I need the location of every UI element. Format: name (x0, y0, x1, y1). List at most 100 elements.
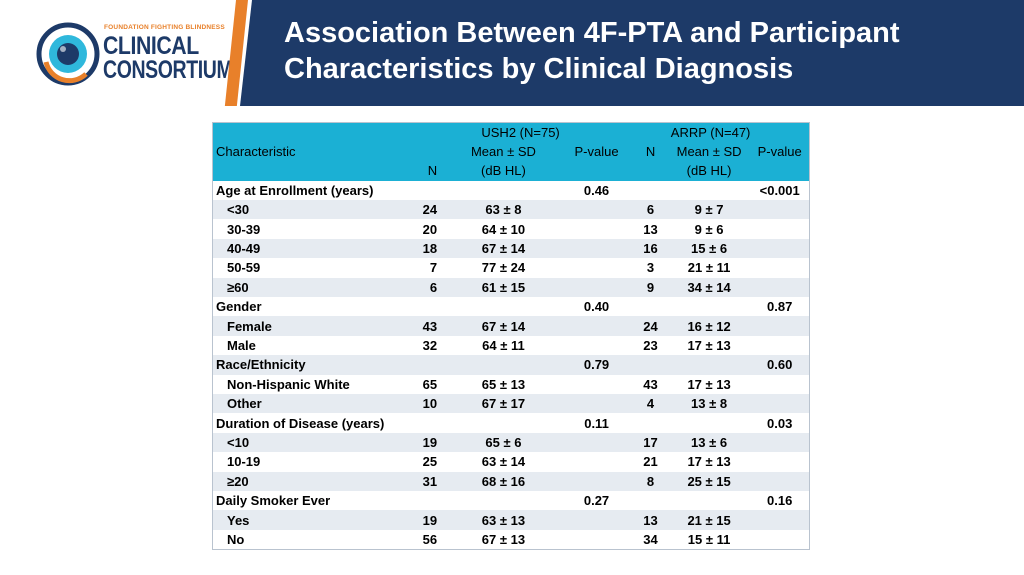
mean-sd-ush2-cell: 64 ± 11 (447, 335, 560, 356)
group-ush2-label: USH2 (N=75) (447, 122, 560, 142)
mean-sd-ush2-cell: 67 ± 17 (447, 393, 560, 414)
mean-sd-arrp-cell: 9 ± 6 (667, 219, 751, 239)
table-row: ≥20 31 68 ± 16 8 25 ± 15 (212, 471, 810, 491)
slide-title-line1: Association Between 4F-PTA and Participa… (284, 17, 900, 49)
n-ush2-cell: 31 (406, 471, 448, 491)
n-ush2-cell (406, 490, 448, 511)
table-row: Non-Hispanic White 65 65 ± 13 43 17 ± 13 (212, 374, 810, 394)
mean-sd-ush2-cell: 65 ± 13 (447, 374, 560, 394)
mean-sd-arrp-cell (667, 490, 751, 511)
mean-sd-ush2-cell: 77 ± 24 (447, 258, 560, 278)
mean-sd-arrp-cell (667, 413, 751, 433)
n-arrp-cell: 24 (633, 316, 668, 336)
mean-sd-ush2-cell (447, 297, 560, 317)
table-row: 50-59 7 77 ± 24 3 21 ± 11 (212, 258, 810, 278)
category-row: Race/Ethnicity 0.79 0.60 (212, 355, 810, 375)
table-row: 30-39 20 64 ± 10 13 9 ± 6 (212, 219, 810, 239)
n-arrp-cell: 16 (633, 238, 668, 259)
mean-sd-ush2-cell (447, 180, 560, 201)
mean-sd-ush2-cell (447, 413, 560, 433)
results-table: USH2 (N=75) ARRP (N=47) Characteristic M… (212, 122, 810, 550)
group-arrp-label: ARRP (N=47) (667, 122, 751, 142)
slide-title-line2: Characteristics by Clinical Diagnosis (284, 53, 794, 85)
pvalue-arrp-cell: 0.16 (750, 490, 810, 511)
row-label-cell: Age at Enrollment (years) (212, 180, 407, 201)
row-label-cell: <30 (212, 200, 407, 220)
pvalue-ush2-cell (559, 529, 634, 550)
mean-sd-arrp-cell: 15 ± 6 (667, 238, 751, 259)
n-arrp-cell: 13 (633, 219, 668, 239)
mean-sd-arrp-cell: 9 ± 7 (667, 200, 751, 220)
mean-sd-ush2-cell (447, 490, 560, 511)
table-row: <10 19 65 ± 6 17 13 ± 6 (212, 432, 810, 453)
n-arrp-cell: 6 (633, 200, 668, 220)
pvalue-arrp-cell (750, 335, 810, 356)
row-label-cell: <10 (212, 432, 407, 453)
pvalue-ush2-cell (559, 452, 634, 472)
pvalue-ush2-cell (559, 510, 634, 530)
pvalue-arrp-cell (750, 529, 810, 550)
header-row-group: USH2 (N=75) ARRP (N=47) (212, 122, 810, 142)
n-arrp-cell: 13 (633, 510, 668, 530)
n-ush2-cell: 19 (406, 510, 448, 530)
mean-sd-arrp-cell: 17 ± 13 (667, 374, 751, 394)
column-mean-sd-ush2: Mean ± SD (447, 141, 560, 162)
column-pvalue-arrp: P-value (750, 141, 810, 162)
mean-sd-ush2-cell: 67 ± 14 (447, 316, 560, 336)
category-row: Duration of Disease (years) 0.11 0.03 (212, 413, 810, 433)
header-row-units: N (dB HL) (dB HL) (212, 161, 810, 181)
pvalue-arrp-cell: <0.001 (750, 180, 810, 201)
pvalue-ush2-cell: 0.27 (559, 490, 634, 511)
pvalue-ush2-cell (559, 471, 634, 491)
n-ush2-cell: 32 (406, 335, 448, 356)
pvalue-arrp-cell (750, 471, 810, 491)
column-n-arrp: N (633, 141, 668, 162)
row-label-cell: ≥20 (212, 471, 407, 491)
header-row-columns: Characteristic Mean ± SD P-value N Mean … (212, 141, 810, 162)
row-label-cell: Other (212, 393, 407, 414)
mean-sd-arrp-cell (667, 180, 751, 201)
row-label-cell: 50-59 (212, 258, 407, 278)
mean-sd-ush2-cell: 61 ± 15 (447, 277, 560, 298)
mean-sd-arrp-cell: 13 ± 6 (667, 432, 751, 453)
column-n-ush2: N (406, 161, 448, 181)
category-row: Age at Enrollment (years) 0.46 <0.001 (212, 180, 810, 201)
n-ush2-cell: 10 (406, 393, 448, 414)
row-label-cell: Race/Ethnicity (212, 355, 407, 375)
column-characteristic: Characteristic (212, 141, 407, 162)
n-arrp-cell (633, 413, 668, 433)
n-ush2-cell: 65 (406, 374, 448, 394)
slide-title: Association Between 4F-PTA and Participa… (284, 15, 1004, 87)
n-ush2-cell: 18 (406, 238, 448, 259)
eye-logo-icon (36, 22, 100, 86)
row-label-cell: 10-19 (212, 452, 407, 472)
n-arrp-cell: 17 (633, 432, 668, 453)
pvalue-ush2-cell (559, 277, 634, 298)
pvalue-ush2-cell (559, 335, 634, 356)
pvalue-ush2-cell (559, 316, 634, 336)
pvalue-ush2-cell: 0.40 (559, 297, 634, 317)
row-label-cell: ≥60 (212, 277, 407, 298)
pvalue-ush2-cell (559, 238, 634, 259)
mean-sd-arrp-cell: 16 ± 12 (667, 316, 751, 336)
n-arrp-cell: 4 (633, 393, 668, 414)
table-row: Yes 19 63 ± 13 13 21 ± 15 (212, 510, 810, 530)
n-arrp-cell (633, 297, 668, 317)
pvalue-ush2-cell: 0.46 (559, 180, 634, 201)
table-row: 40-49 18 67 ± 14 16 15 ± 6 (212, 238, 810, 259)
pvalue-ush2-cell: 0.11 (559, 413, 634, 433)
pvalue-ush2-cell (559, 219, 634, 239)
logo-consortium: CONSORTIUM (103, 56, 233, 84)
row-label-cell: Gender (212, 297, 407, 317)
pvalue-ush2-cell (559, 432, 634, 453)
mean-sd-ush2-cell: 63 ± 13 (447, 510, 560, 530)
pvalue-arrp-cell (750, 219, 810, 239)
n-ush2-cell: 56 (406, 529, 448, 550)
pvalue-ush2-cell (559, 393, 634, 414)
pvalue-arrp-cell: 0.87 (750, 297, 810, 317)
column-mean-sd-arrp: Mean ± SD (667, 141, 751, 162)
mean-sd-arrp-cell: 13 ± 8 (667, 393, 751, 414)
n-arrp-cell: 8 (633, 471, 668, 491)
n-ush2-cell: 20 (406, 219, 448, 239)
n-ush2-cell: 43 (406, 316, 448, 336)
